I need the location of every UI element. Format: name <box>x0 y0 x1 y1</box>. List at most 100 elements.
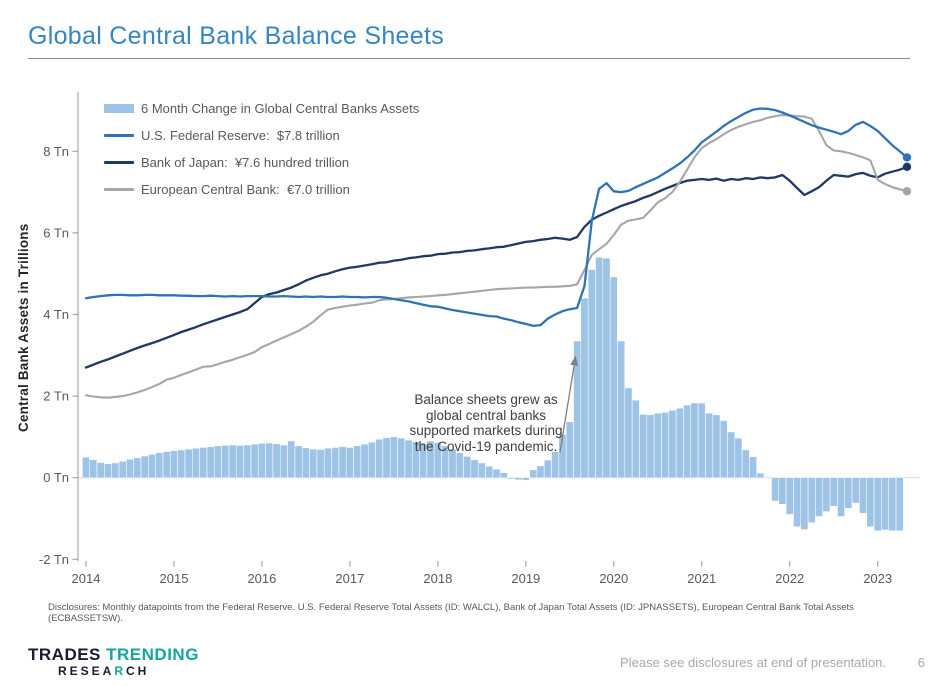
bar <box>573 340 581 478</box>
bar <box>895 477 904 531</box>
bar <box>412 441 420 478</box>
bar <box>551 451 559 478</box>
bar <box>331 447 339 478</box>
bar <box>734 437 743 478</box>
bar <box>749 456 757 478</box>
logo-trending: TRENDING <box>106 645 199 664</box>
page-title: Global Central Bank Balance Sheets <box>28 22 444 50</box>
bar <box>162 451 171 478</box>
legend-label: European Central Bank: €7.0 trillion <box>141 182 350 197</box>
bar <box>184 448 193 478</box>
bar <box>800 477 809 530</box>
bar <box>382 437 391 478</box>
bar <box>529 469 537 478</box>
bar <box>602 257 611 478</box>
bar <box>104 463 112 478</box>
title-divider <box>28 58 910 59</box>
bar <box>676 408 684 478</box>
y-tick-label: 8 Tn <box>43 144 69 159</box>
bar <box>478 462 486 478</box>
bar <box>192 448 200 478</box>
legend-label: U.S. Federal Reserve: $7.8 trillion <box>141 128 340 143</box>
line-swatch-icon <box>104 161 134 164</box>
bar <box>324 448 332 478</box>
x-tick-label: 2018 <box>423 571 452 586</box>
chart-legend: 6 Month Change in Global Central Banks A… <box>104 101 419 209</box>
bar <box>866 477 875 527</box>
disclosure-text: Disclosures: Monthly datapoints from the… <box>48 602 854 624</box>
bar <box>719 420 728 478</box>
bar <box>338 446 347 478</box>
bar <box>580 297 589 478</box>
bar-series-6m-change <box>82 257 904 531</box>
logo-research-post: CH <box>126 664 150 678</box>
bar <box>661 412 669 478</box>
bar <box>837 477 845 517</box>
bar <box>280 444 288 478</box>
page-number: 6 <box>917 655 925 670</box>
bar <box>170 450 178 478</box>
bar <box>199 447 208 478</box>
bar <box>221 445 230 478</box>
annotation-line: supported markets during <box>409 423 563 438</box>
bar <box>404 439 413 478</box>
bar <box>316 449 325 478</box>
bar <box>294 445 303 478</box>
legend-item-ecb: European Central Bank: €7.0 trillion <box>104 182 419 197</box>
bar <box>763 476 772 478</box>
bar <box>470 459 479 478</box>
bar <box>756 473 765 478</box>
bar <box>368 442 376 478</box>
bar <box>89 459 98 478</box>
bar <box>639 414 647 478</box>
line-swatch-icon <box>104 134 134 137</box>
bar <box>595 257 603 478</box>
bar <box>133 457 142 478</box>
x-tick-label: 2021 <box>687 571 716 586</box>
bar <box>624 387 633 478</box>
annotation-line: the Covid-19 pandemic. <box>414 438 558 454</box>
x-tick-label: 2023 <box>863 571 892 586</box>
bar <box>727 431 735 478</box>
bar <box>228 444 237 478</box>
bar <box>111 462 120 478</box>
bar <box>522 477 530 481</box>
x-tick-label: 2014 <box>72 571 101 586</box>
bar <box>250 444 259 478</box>
bar <box>258 443 266 478</box>
bar <box>588 269 596 478</box>
end-dot-bank-of-japan <box>902 162 912 172</box>
bar <box>434 442 442 478</box>
bar <box>654 413 662 478</box>
y-tick-label: -2 Tn <box>39 552 69 567</box>
bar <box>500 472 508 478</box>
x-tick-label: 2022 <box>775 571 804 586</box>
bar <box>888 477 897 531</box>
bar <box>829 477 838 507</box>
bar <box>456 452 464 478</box>
x-tick-label: 2020 <box>599 571 628 586</box>
bar <box>463 456 471 478</box>
bar <box>272 443 281 478</box>
logo-wordmark: TRADES TRENDING <box>28 646 198 663</box>
bar <box>426 440 435 478</box>
bar <box>610 276 618 478</box>
bar <box>851 477 860 504</box>
x-tick-label: 2017 <box>335 571 364 586</box>
bar <box>118 461 127 478</box>
bar <box>698 402 706 478</box>
legend-label: Bank of Japan: ¥7.6 hundred trillion <box>141 155 350 170</box>
bar <box>360 444 369 478</box>
bar <box>302 447 310 478</box>
bar <box>741 449 750 478</box>
bar <box>705 413 713 478</box>
bar <box>778 477 787 505</box>
bar <box>126 459 134 478</box>
end-dot-european-central-bank <box>902 187 912 196</box>
legend-item-boj: Bank of Japan: ¥7.6 hundred trillion <box>104 155 419 170</box>
bar <box>617 340 625 478</box>
bar <box>844 477 853 509</box>
company-logo: TRADES TRENDING RESEARCH <box>28 646 198 680</box>
